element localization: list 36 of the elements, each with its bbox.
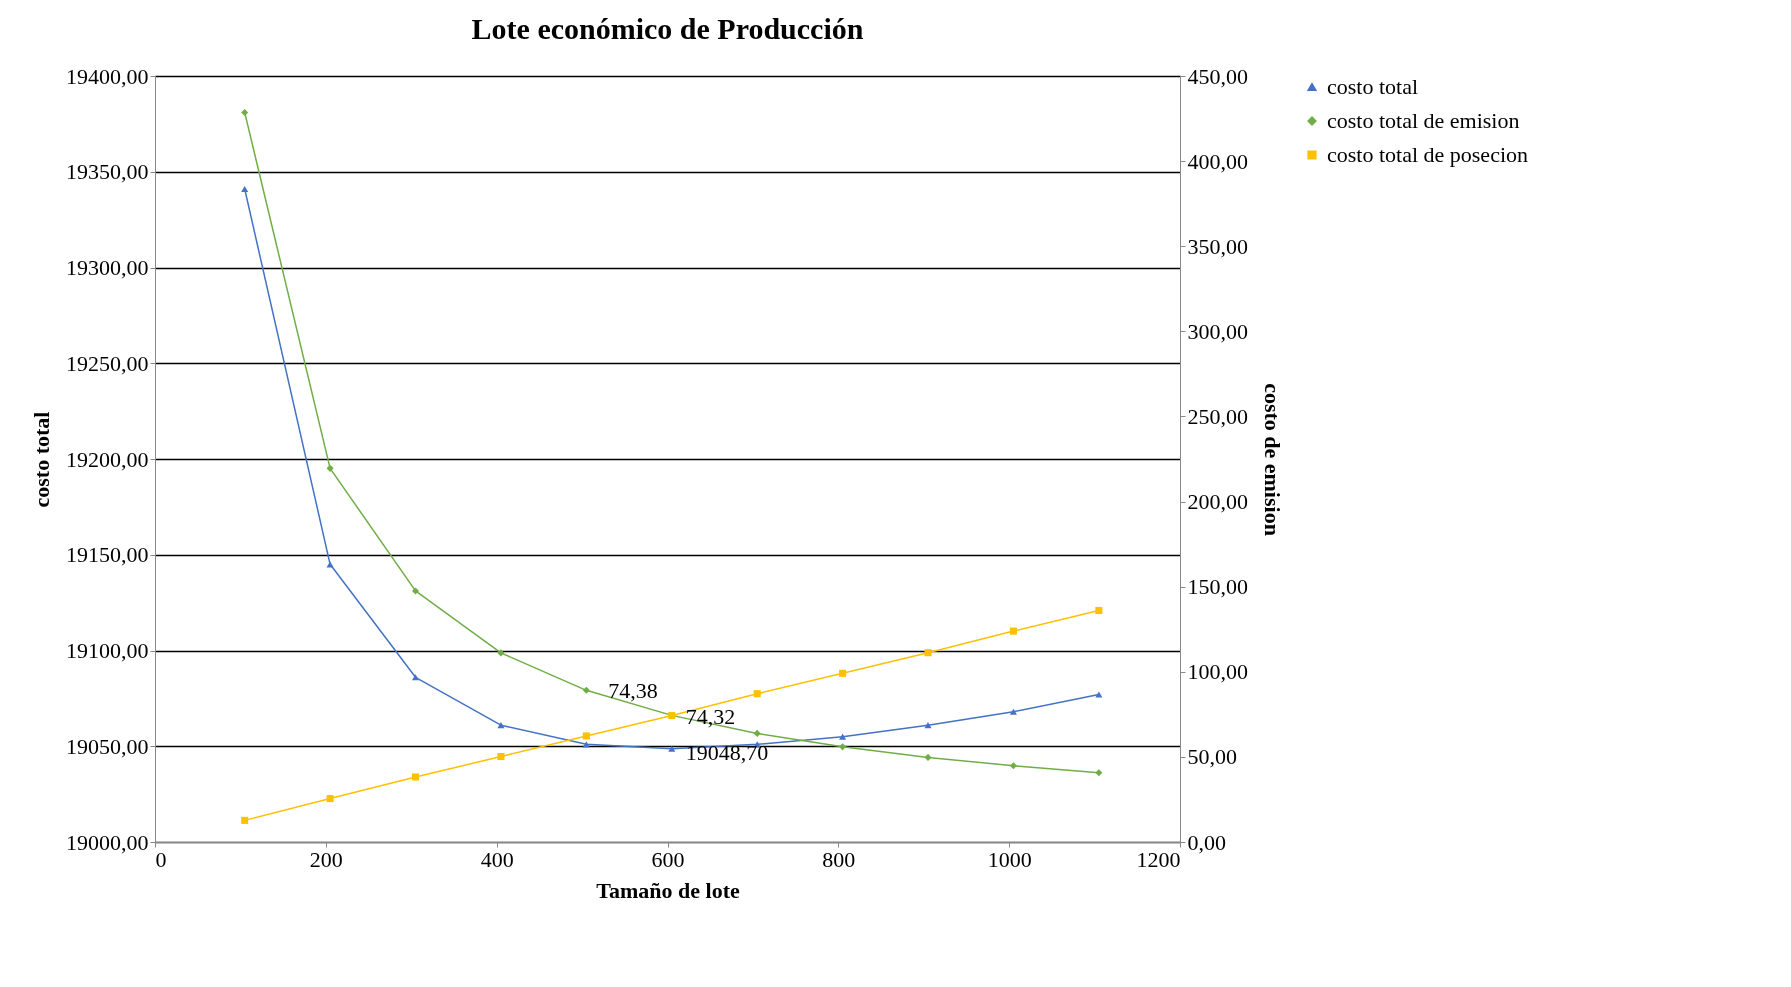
- y-tick-label: 19400,00: [66, 63, 149, 89]
- x-tick-label: 600: [651, 846, 685, 872]
- data-label: 19048,70: [685, 739, 769, 765]
- y2-tick-label: 100,00: [1187, 659, 1248, 685]
- y2-tick-label: 300,00: [1187, 318, 1248, 344]
- data-label: 74,32: [685, 704, 736, 730]
- chart-title: Lote económico de Producción: [471, 12, 864, 45]
- x-tick-label: 1200: [1136, 846, 1181, 872]
- y2-tick-label: 250,00: [1187, 403, 1248, 429]
- y2-axis-title: costo de emision: [1260, 383, 1285, 536]
- x-tick-label: 800: [822, 846, 856, 872]
- y-tick-label: 19050,00: [66, 733, 149, 759]
- y-tick-label: 19100,00: [66, 638, 149, 663]
- y-tick-label: 19000,00: [66, 829, 149, 855]
- y-tick-label: 19150,00: [66, 542, 149, 568]
- legend-label: costo total de emision: [1327, 108, 1520, 133]
- y-tick-label: 19350,00: [66, 159, 149, 185]
- y-tick-label: 19250,00: [66, 350, 149, 376]
- y2-tick-label: 450,00: [1187, 63, 1248, 89]
- x-axis-title: Tamaño de lote: [596, 877, 740, 903]
- data-label: 74,38: [608, 678, 658, 704]
- x-tick-label: 200: [309, 846, 343, 872]
- y-tick-label: 19300,00: [66, 255, 149, 280]
- legend-label: costo total de posecion: [1327, 142, 1529, 167]
- y-tick-label: 19200,00: [66, 446, 149, 472]
- y2-tick-label: 0,00: [1187, 829, 1226, 855]
- y2-tick-label: 150,00: [1187, 574, 1248, 600]
- y2-tick-label: 50,00: [1187, 744, 1237, 770]
- legend-label: costo total: [1327, 74, 1419, 99]
- x-tick-label: 1000: [987, 846, 1032, 872]
- y2-tick-label: 400,00: [1187, 148, 1248, 174]
- x-tick-label: 400: [480, 846, 514, 872]
- y2-tick-label: 350,00: [1187, 233, 1248, 259]
- y-axis-title: costo total: [29, 411, 54, 508]
- x-tick-label: 0: [155, 846, 167, 872]
- y2-tick-label: 200,00: [1187, 489, 1248, 515]
